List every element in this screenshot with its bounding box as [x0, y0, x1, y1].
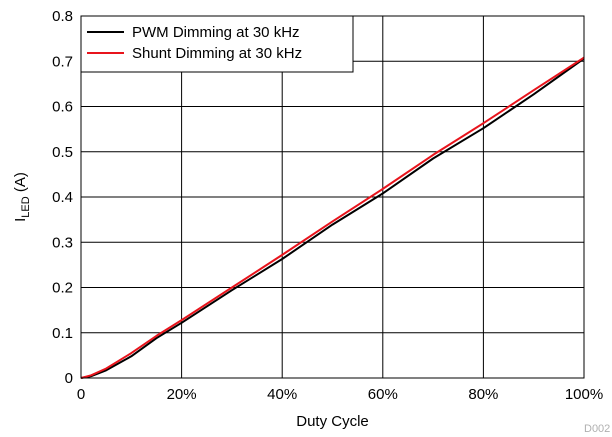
x-tick-label-3: 60% [368, 386, 398, 403]
y-axis-title: ILED (A) [12, 172, 32, 222]
legend-label-shunt: Shunt Dimming at 30 kHz [132, 45, 302, 62]
x-tick-label-0: 0 [77, 386, 85, 403]
y-axis-title-main: I [12, 218, 29, 222]
y-tick-label-6: 0.6 [52, 99, 73, 116]
legend-box [80, 15, 354, 73]
x-tick-label-1: 20% [167, 386, 197, 403]
y-axis-title-subscript: LED [20, 196, 32, 217]
y-tick-labels: 0 0.1 0.2 0.3 0.4 0.5 0.6 0.7 0.8 [52, 8, 73, 387]
x-tick-label-2: 40% [267, 386, 297, 403]
series-line-pwm [80, 57, 585, 379]
legend-label-pwm: PWM Dimming at 30 kHz [132, 24, 300, 41]
x-tick-labels: 0 20% 40% 60% 80% 100% [77, 386, 603, 403]
y-tick-label-3: 0.3 [52, 234, 73, 251]
y-tick-label-2: 0.2 [52, 280, 73, 297]
y-tick-label-1: 0.1 [52, 325, 73, 342]
y-tick-label-7: 0.7 [52, 53, 73, 70]
series-lines [80, 56, 585, 379]
y-tick-label-8: 0.8 [52, 8, 73, 25]
x-tick-label-5: 100% [565, 386, 603, 403]
x-axis-title: Duty Cycle [296, 413, 369, 430]
y-axis-title-unit: (A) [12, 172, 29, 196]
x-tick-label-4: 80% [468, 386, 498, 403]
y-tick-label-0: 0 [65, 370, 73, 387]
series-line-shunt [80, 56, 585, 379]
y-tick-label-5: 0.5 [52, 144, 73, 161]
y-tick-label-4: 0.4 [52, 189, 73, 206]
legend: PWM Dimming at 30 kHz Shunt Dimming at 3… [80, 15, 354, 73]
figure-code-label: D002 [584, 423, 610, 435]
